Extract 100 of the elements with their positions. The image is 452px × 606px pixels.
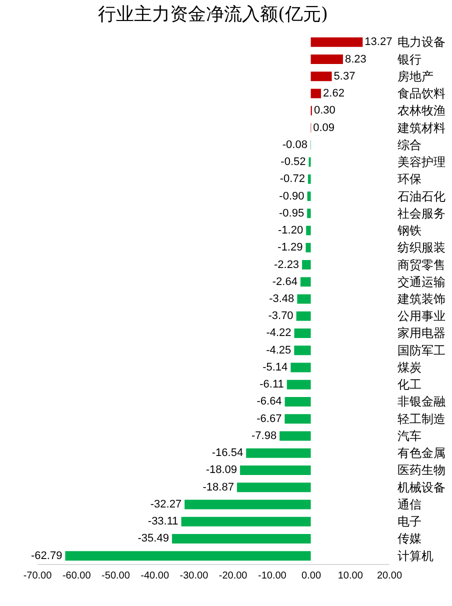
bar [236,482,311,492]
bar [308,174,311,184]
bar [172,534,311,544]
y-tick-label: 汽车 [398,428,422,443]
x-tick-label: -60.00 [62,570,92,582]
data-label: -32.27 [150,498,182,510]
bar [310,88,322,98]
y-tick-label: 纺织服装 [398,240,446,255]
y-tick-label: 通信 [398,497,422,512]
y-tick-label: 房地产 [398,69,434,84]
y-tick-label: 银行 [396,52,422,66]
y-tick-label: 建筑装饰 [396,292,446,306]
y-tick-label: 化工 [398,378,422,392]
bar [240,466,311,475]
bar [284,397,311,406]
y-tick-label: 食品饮料 [398,86,446,101]
y-tick-label: 钢铁 [396,224,422,238]
x-tick-label: 0.00 [302,570,322,582]
y-tick-label: 公用事业 [398,309,446,324]
x-tick-label: 10.00 [338,570,364,582]
y-tick-label: 医药生物 [398,463,446,478]
x-tick-label: 20.00 [376,570,402,582]
data-label: 13.27 [364,36,392,48]
y-tick-label: 美容护理 [398,155,446,170]
data-label: -4.25 [266,344,292,356]
data-label: 0.30 [314,104,336,117]
x-tick-label: -30.00 [180,570,209,582]
y-tick-label: 电子 [398,514,422,529]
data-label: -18.09 [206,464,238,476]
y-tick-label: 综合 [398,138,422,152]
y-tick-label: 石油石化 [398,189,446,204]
bar [306,226,311,236]
y-tick-label: 交通运输 [398,274,446,289]
data-label: -0.95 [278,207,304,220]
data-label: -6.67 [256,412,282,425]
data-label: -3.48 [269,293,294,305]
y-tick-label: 传媒 [398,532,422,546]
data-label: -3.70 [268,310,294,322]
data-label: 2.62 [323,88,344,100]
bar [181,516,311,526]
y-tick-label: 机械设备 [398,480,446,494]
bar [184,500,311,510]
bar [307,192,311,201]
data-label: -0.52 [280,156,306,168]
bar [300,277,311,287]
data-label: -6.11 [260,378,284,391]
x-tick-label: -20.00 [218,570,248,582]
bar [65,551,311,561]
data-label: -18.87 [202,481,234,494]
data-label: -0.90 [279,190,304,202]
y-tick-label: 有色金属 [398,446,446,460]
chart-title: 行业主力资金净流入额(亿元) [98,4,328,25]
y-tick-label: 建筑材料 [396,120,446,135]
bar [284,414,311,424]
data-label: 8.23 [344,53,366,66]
bar [286,380,311,390]
data-label: -0.72 [280,173,305,186]
y-tick-label: 轻工制造 [398,412,446,426]
bar [290,362,311,372]
y-tick-label: 农林牧渔 [398,104,446,118]
data-label: -7.98 [251,430,277,442]
x-tick-label: -50.00 [102,570,130,582]
data-label: -2.64 [272,276,298,288]
bar [296,311,311,321]
data-label: -35.49 [138,532,169,545]
bar [294,328,311,338]
bar [246,448,311,458]
bar [280,431,311,441]
bar [297,294,311,304]
data-label: -4.22 [266,327,292,340]
data-label: 5.37 [334,70,356,82]
y-tick-label: 煤炭 [398,360,422,374]
x-tick-label: -70.00 [23,570,52,582]
bar [302,260,311,270]
data-label: -33.11 [148,516,178,528]
y-tick-label: 非银金融 [398,394,446,409]
bar [310,72,332,82]
y-tick-label: 社会服务 [398,206,446,220]
bar [307,208,311,218]
y-tick-label: 商贸零售 [398,258,446,272]
bar [310,54,343,64]
data-label: 0.09 [313,122,335,134]
data-label: -16.54 [212,447,244,460]
y-tick-label: 环保 [398,172,422,186]
x-tick-label: -40.00 [140,570,170,582]
data-label: -1.29 [278,242,303,254]
data-label: -62.79 [30,550,62,562]
bar [310,37,363,47]
x-tick-label: -10.00 [258,570,287,582]
bar [306,242,311,252]
data-label: -2.23 [274,258,300,271]
data-label: -6.64 [256,396,282,408]
y-tick-label: 电力设备 [398,35,446,50]
y-tick-label: 家用电器 [398,326,446,340]
data-label: -5.14 [262,362,288,374]
y-tick-label: 国防军工 [398,343,446,358]
bar [294,346,311,356]
data-label: -0.08 [282,138,308,151]
data-label: -1.20 [278,224,304,236]
y-tick-label: 计算机 [398,548,434,563]
